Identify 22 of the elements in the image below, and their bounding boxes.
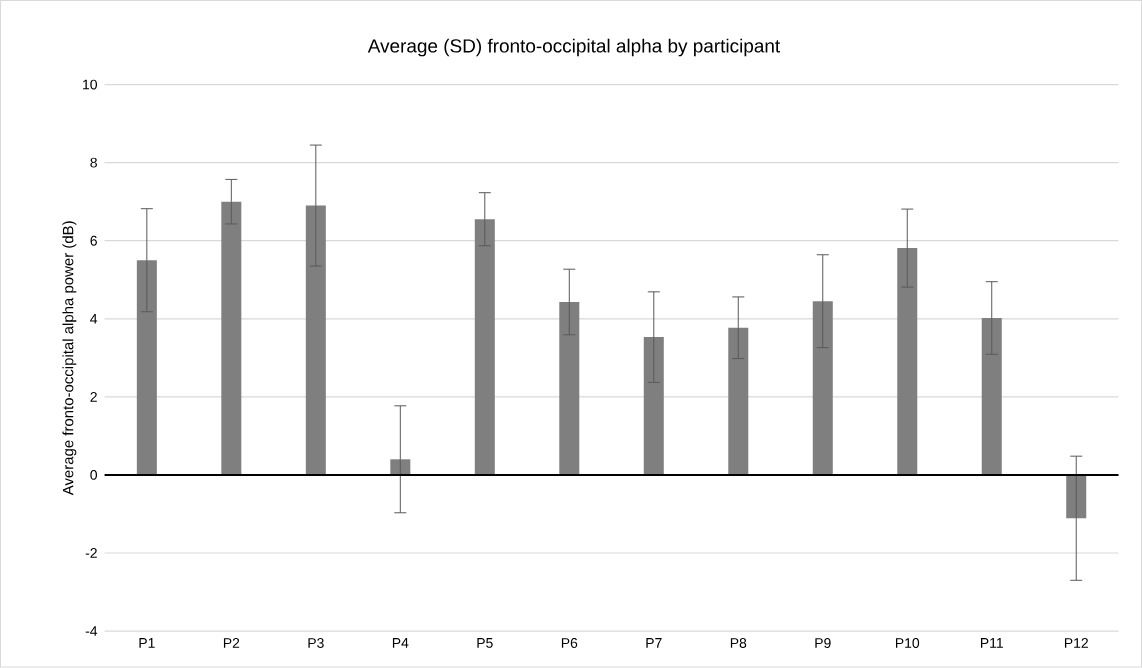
chart-title: Average (SD) fronto-occipital alpha by participant (367, 38, 781, 57)
y-tick-label: 2 (90, 392, 97, 402)
y-tick-label: -2 (85, 548, 97, 559)
x-tick-label: P5 (477, 638, 493, 649)
y-tick-label: 6 (90, 235, 97, 246)
y-tick-label: 0 (90, 470, 98, 481)
y-axis-title: Average fronto-occipital alpha power (dB) (62, 221, 77, 496)
x-tick-label: P3 (308, 638, 324, 649)
y-tick-label: 4 (90, 314, 98, 324)
x-tick-label: P1 (139, 638, 155, 648)
x-tick-label: P4 (392, 638, 409, 648)
x-tick-label: P11 (981, 638, 1003, 648)
x-tick-label: P10 (896, 638, 920, 649)
x-tick-label: P6 (561, 638, 578, 649)
x-tick-label: P12 (1064, 638, 1088, 649)
y-tick-label: 8 (90, 157, 97, 168)
x-tick-label: P8 (730, 638, 747, 649)
x-tick-label: P9 (815, 638, 831, 649)
y-tick-label: 10 (83, 79, 98, 90)
y-tick-label: -4 (85, 626, 98, 637)
x-tick-label: P2 (223, 638, 240, 649)
x-tick-label: P7 (646, 638, 662, 648)
